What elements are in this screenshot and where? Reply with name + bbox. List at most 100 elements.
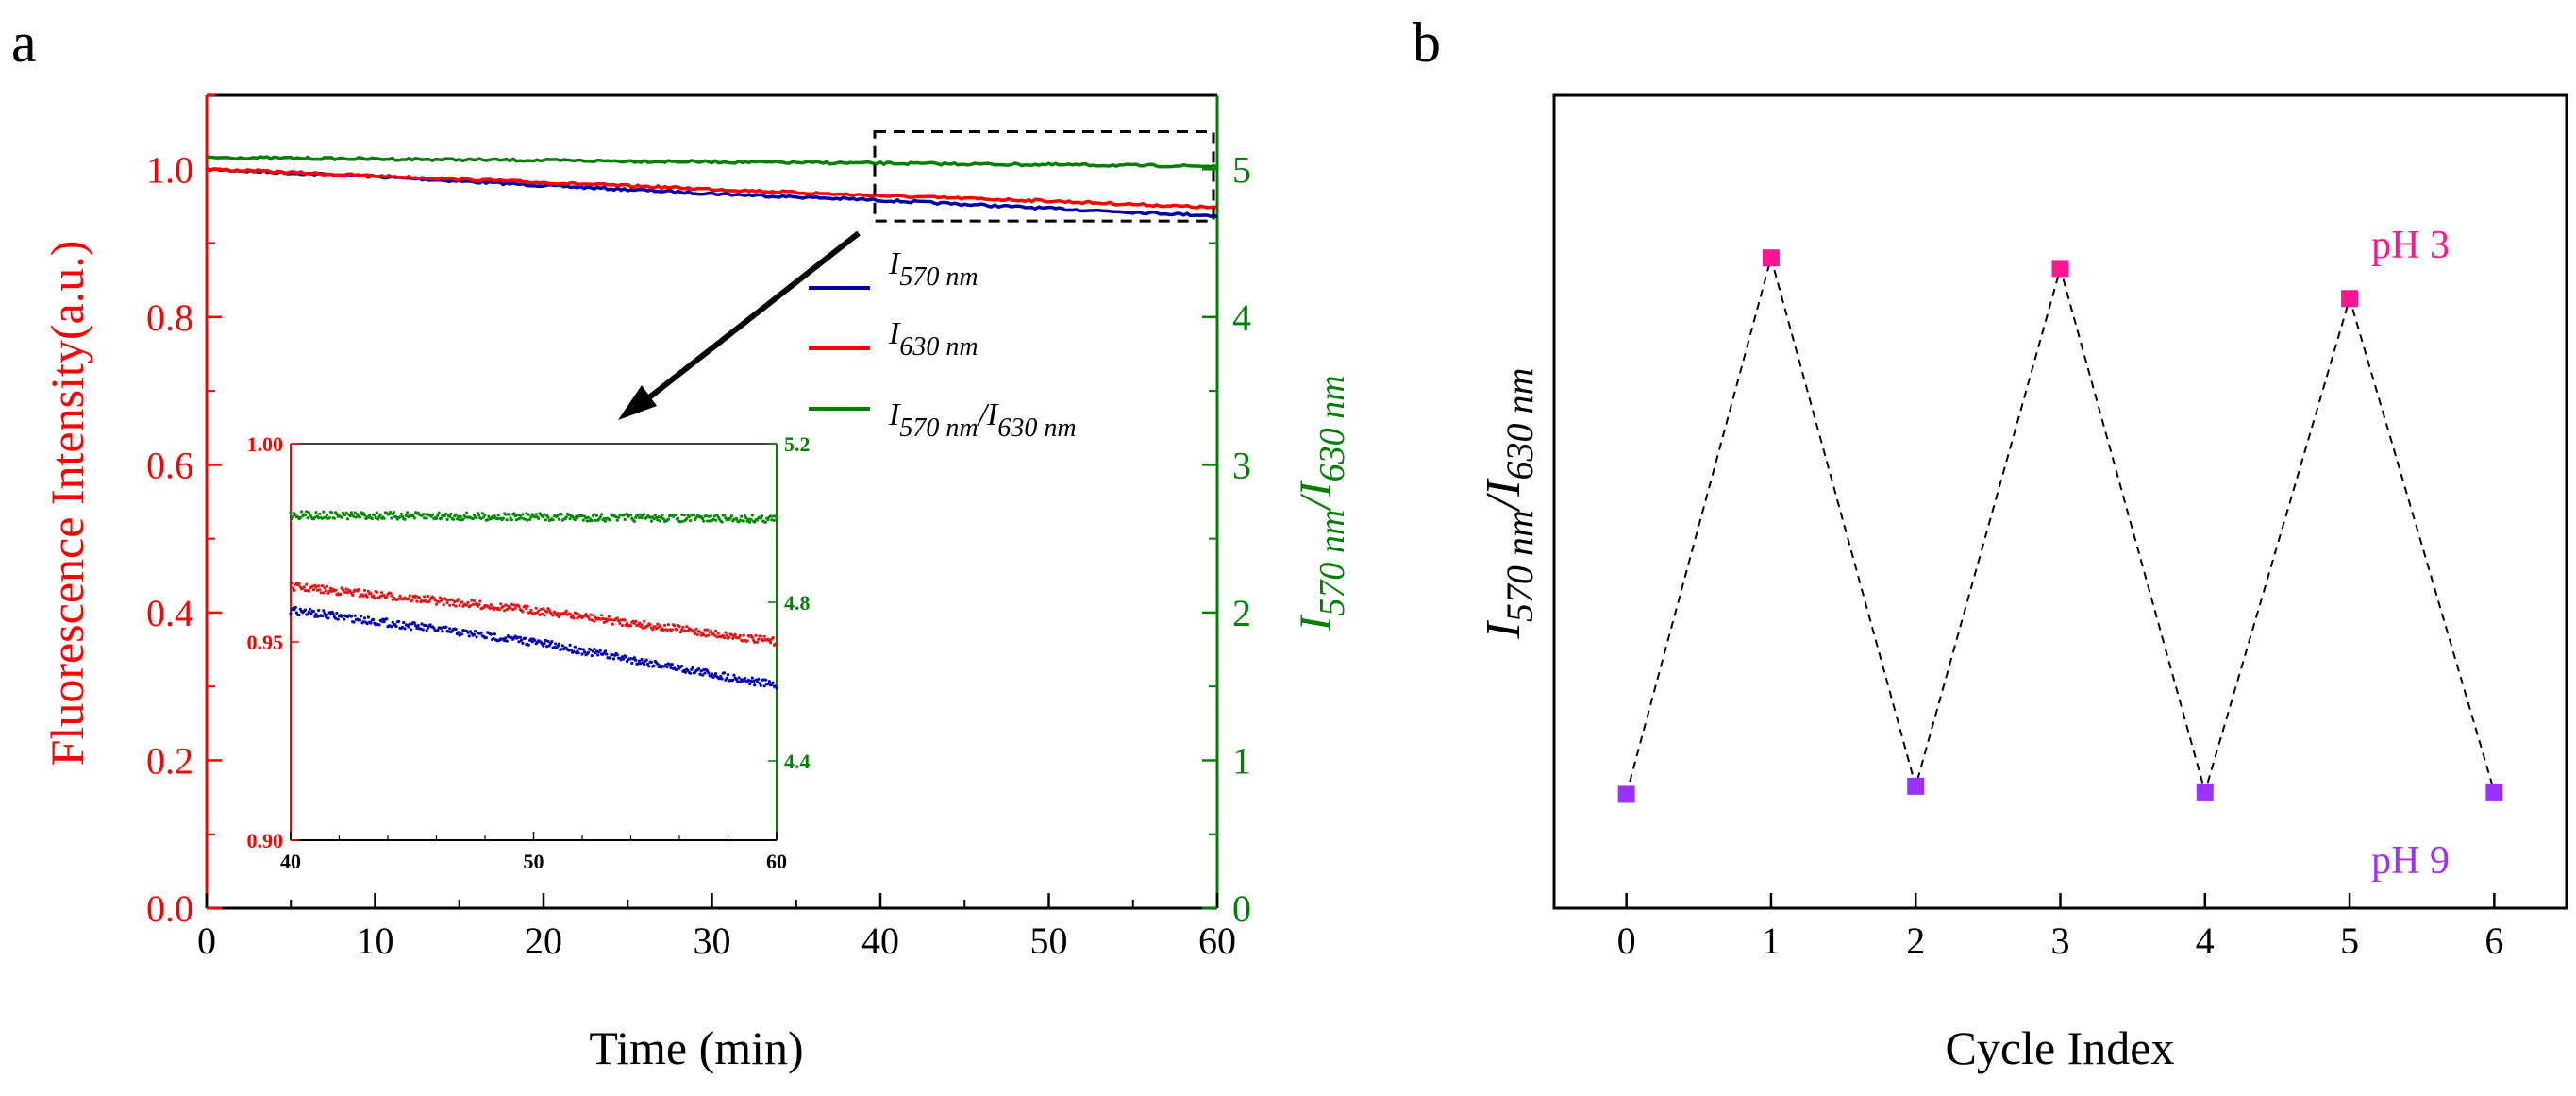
inset-data-point [712, 633, 716, 637]
inset-data-point [466, 600, 470, 604]
inset-data-point [362, 514, 367, 517]
inset-data-point [297, 582, 301, 586]
inset-data-point [300, 510, 304, 514]
inset-data-point [371, 594, 376, 598]
inset-data-point [762, 684, 766, 688]
inset-data-point [724, 631, 728, 634]
inset-data-point [767, 680, 771, 683]
inset-data-point [423, 516, 427, 520]
inset-data-point [409, 628, 413, 632]
inset-data-point [590, 519, 594, 523]
inset-data-point [683, 670, 688, 674]
inset-data-point [680, 513, 684, 516]
inset-data-point [309, 612, 313, 615]
inset-data-point [489, 632, 493, 636]
inset-y-right-tick-label: 4.8 [784, 591, 811, 615]
inset-data-point [674, 514, 677, 517]
y-right-tick-label: 2 [1232, 592, 1251, 634]
inset-data-point [451, 517, 456, 521]
inset-data-point [677, 516, 680, 520]
inset-data-point [589, 649, 593, 652]
inset-data-point [580, 514, 584, 518]
inset-data-point [601, 616, 605, 621]
inset-data-point [366, 515, 370, 519]
inset-data-point [493, 632, 496, 636]
inset-data-point [700, 673, 705, 677]
b-title-sub2: 630 nm [1498, 368, 1541, 481]
inset-data-point [421, 513, 425, 516]
inset-data-point [560, 513, 563, 516]
inset-data-point [736, 680, 740, 683]
inset-data-point [517, 604, 521, 609]
inset-data-point [648, 623, 652, 627]
inset-data-point [505, 518, 509, 522]
x-tick-label: 2 [1906, 919, 1925, 962]
inset-data-point [504, 636, 508, 640]
inset-y-right-tick-label: 5.2 [784, 432, 811, 456]
inset-data-point [564, 609, 568, 613]
inset-data-point [431, 513, 435, 516]
inset-data-point [628, 624, 633, 628]
y-axis-title: I570 nm/I630 nm [1477, 368, 1541, 640]
inset-data-point [617, 515, 621, 519]
inset-data-point [630, 661, 634, 666]
inset-data-point [600, 614, 604, 617]
inset-data-point [306, 613, 309, 616]
inset-data-point [525, 512, 528, 515]
inset-data-point [317, 608, 321, 613]
x-tick-label: 5 [2340, 919, 2359, 962]
inset-data-point [311, 588, 316, 592]
inset-data-point [529, 637, 533, 641]
inset-data-point [406, 511, 410, 514]
inset-data-point [292, 586, 295, 590]
inset-data-point [662, 623, 667, 627]
inset-data-point [343, 590, 347, 594]
inset-data-point [596, 653, 600, 657]
inset-data-point [344, 587, 348, 591]
y-left-tick-label: 0.6 [146, 444, 193, 486]
inset-data-point [412, 621, 416, 625]
inset-data-point [516, 514, 520, 517]
inset-data-point [759, 634, 762, 638]
inset-data-point [458, 518, 461, 522]
inset-data-point [545, 645, 549, 649]
x-tick-label: 3 [2051, 919, 2070, 962]
inset-data-point [753, 640, 757, 645]
inset-data-point [750, 635, 754, 640]
inset-data-point [572, 649, 576, 654]
inset-series [289, 605, 778, 690]
inset-data-point [410, 599, 414, 602]
inset-data-point [692, 630, 696, 633]
inset-data-point [290, 582, 293, 585]
inset-data-point [573, 518, 577, 522]
series-line [206, 167, 1217, 210]
zoom-box [873, 130, 1215, 223]
inset-data-point [366, 589, 370, 593]
inset-data-point [720, 520, 724, 524]
x-tick-label: 60 [1198, 919, 1236, 962]
inset-data-point [539, 607, 543, 612]
inset-data-point [543, 642, 546, 646]
inset-data-point [775, 642, 778, 646]
inset-data-point [698, 672, 702, 676]
inset-data-point [721, 633, 725, 637]
inset-data-point [628, 514, 633, 517]
inset-data-point [640, 657, 644, 662]
inset-data-point [349, 615, 353, 618]
inset-data-point [512, 512, 516, 515]
inset-data-point [467, 634, 471, 638]
inset-data-point [318, 512, 322, 515]
inset-data-point [503, 609, 507, 613]
series-line [206, 154, 1218, 169]
inset-data-point [681, 625, 685, 629]
inset-data-point [585, 519, 589, 523]
cycle-data-point [2196, 783, 2214, 801]
inset-data-point [400, 625, 405, 629]
inset-data-point [463, 515, 467, 519]
inset-data-point [470, 599, 474, 602]
inset-data-point [354, 515, 359, 519]
inset-data-point [654, 627, 659, 631]
inset-data-point [751, 680, 756, 683]
inset-data-point [673, 624, 677, 628]
inset-data-point [658, 624, 662, 628]
